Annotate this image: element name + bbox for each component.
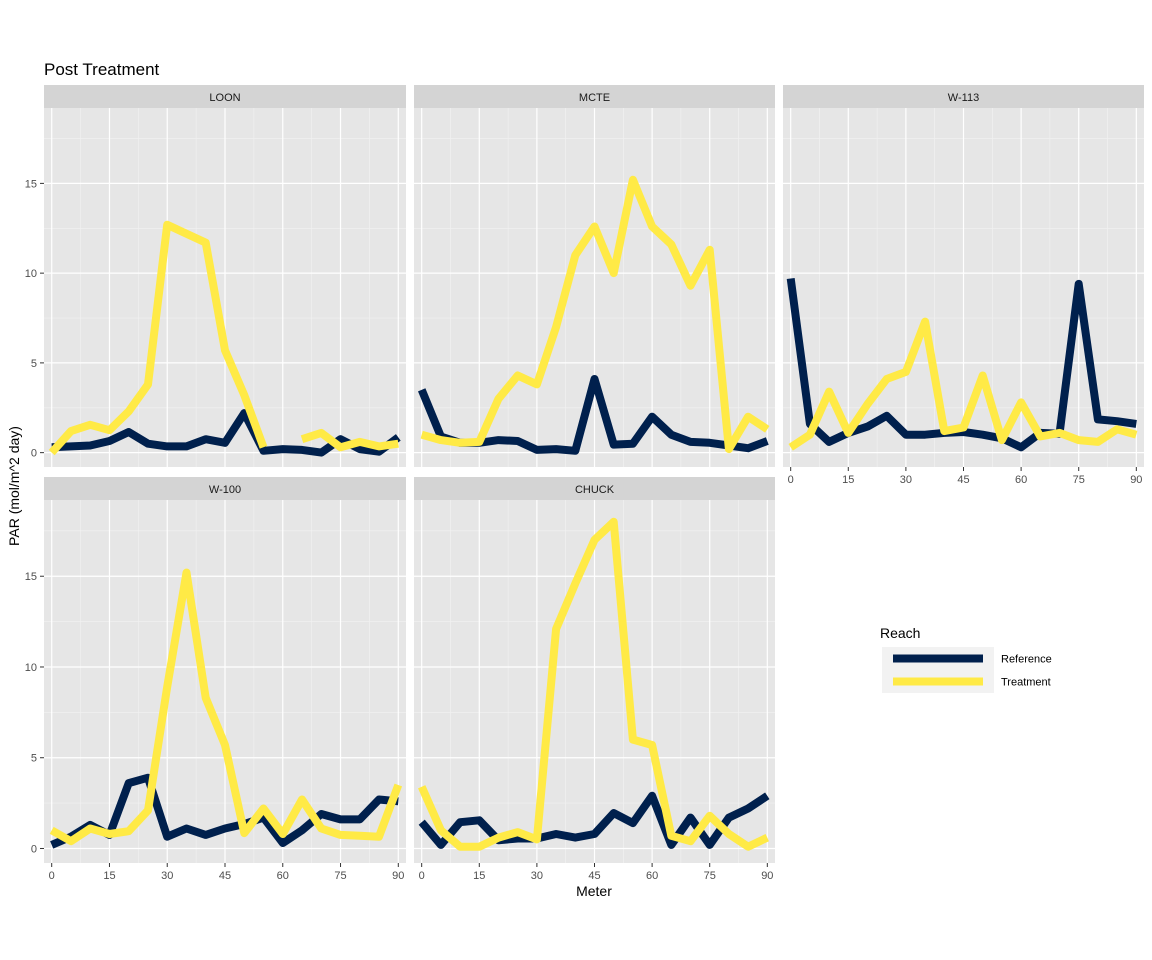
x-tick-label: 90 — [392, 870, 404, 882]
line-reference-loon — [51, 409, 401, 457]
series-reference-chuck — [418, 791, 770, 849]
x-tick-label: 15 — [103, 870, 115, 882]
line-treatment-loon — [48, 220, 268, 456]
x-tick-label: 90 — [761, 870, 773, 882]
legend: Reach Reference Treatment — [880, 625, 1052, 693]
line-reference-chuck — [418, 791, 770, 849]
panel-w-100: W-100 0 5 10 15 0 15 30 45 60 75 90 — [25, 477, 406, 882]
series-treatment-mcte — [420, 175, 770, 454]
x-tick-label: 60 — [277, 870, 289, 882]
x-tick-label: 15 — [473, 870, 485, 882]
x-tick-label: 0 — [49, 870, 55, 882]
x-tick-label: 45 — [588, 870, 600, 882]
y-tick-label: 5 — [31, 358, 37, 370]
y-tick-label: 10 — [25, 662, 37, 674]
x-tick-label: 45 — [957, 474, 969, 486]
legend-label-reference: Reference — [1001, 654, 1052, 666]
x-tick-label: 90 — [1130, 474, 1142, 486]
y-tick-label: 10 — [25, 268, 37, 280]
x-tick-label: 75 — [334, 870, 346, 882]
series-treatment-w-113 — [788, 317, 1138, 451]
y-tick-label: 0 — [31, 843, 37, 855]
y-tick-label: 15 — [25, 571, 37, 583]
line-treatment-w-100 — [49, 568, 403, 846]
series-treatment-loon — [48, 220, 399, 456]
strip-label-mcte: MCTE — [579, 92, 610, 104]
series-treatment-chuck — [418, 517, 770, 851]
y-tick-label: 0 — [31, 448, 37, 460]
strip-label-chuck: CHUCK — [575, 484, 615, 496]
strip-w-100 — [44, 477, 406, 500]
line-treatment-chuck — [418, 517, 770, 851]
x-tick-label: 45 — [219, 870, 231, 882]
x-tick-label: 60 — [646, 870, 658, 882]
legend-title: Reach — [880, 625, 920, 641]
x-tick-label: 30 — [531, 870, 543, 882]
facet-panels: LOON 0 5 10 15 MCTE W-113 0 15 30 45 60 75 90 W-100 0 5 1… — [25, 85, 1144, 882]
x-tick-label: 0 — [419, 870, 425, 882]
panel-mcte: MCTE — [414, 85, 775, 467]
strip-chuck — [414, 477, 775, 500]
x-tick-label: 30 — [900, 474, 912, 486]
x-tick-label: 15 — [842, 474, 854, 486]
panel-w-113: W-113 0 15 30 45 60 75 90 — [783, 85, 1144, 486]
strip-loon — [44, 85, 406, 108]
legend-entry-reference: Reference — [882, 647, 1052, 670]
x-tick-label: 75 — [1073, 474, 1085, 486]
x-tick-label: 0 — [788, 474, 794, 486]
x-axis-title: Meter — [576, 883, 612, 899]
line-treatment-w-113 — [788, 317, 1138, 451]
y-tick-label: 5 — [31, 753, 37, 765]
plot-title: Post Treatment — [44, 60, 160, 79]
line-treatment-mcte — [420, 175, 770, 454]
strip-label-w-100: W-100 — [209, 484, 241, 496]
y-axis-title: PAR (mol/m^2 day) — [6, 426, 22, 546]
legend-entry-treatment: Treatment — [882, 670, 1051, 693]
series-reference-loon — [51, 409, 401, 457]
strip-label-loon: LOON — [209, 92, 240, 104]
strip-label-w-113: W-113 — [948, 92, 979, 104]
series-treatment-w-100 — [49, 568, 403, 846]
x-tick-label: 75 — [704, 870, 716, 882]
legend-label-treatment: Treatment — [1001, 677, 1051, 689]
strip-w-113 — [783, 85, 1144, 108]
x-tick-label: 30 — [161, 870, 173, 882]
x-tick-label: 60 — [1015, 474, 1027, 486]
line-treatment-loon — [300, 428, 399, 452]
panel-loon: LOON 0 5 10 15 — [25, 85, 406, 467]
strip-mcte — [414, 85, 775, 108]
y-tick-label: 15 — [25, 178, 37, 190]
panel-chuck: CHUCK 0 15 30 45 60 75 90 — [414, 477, 775, 882]
